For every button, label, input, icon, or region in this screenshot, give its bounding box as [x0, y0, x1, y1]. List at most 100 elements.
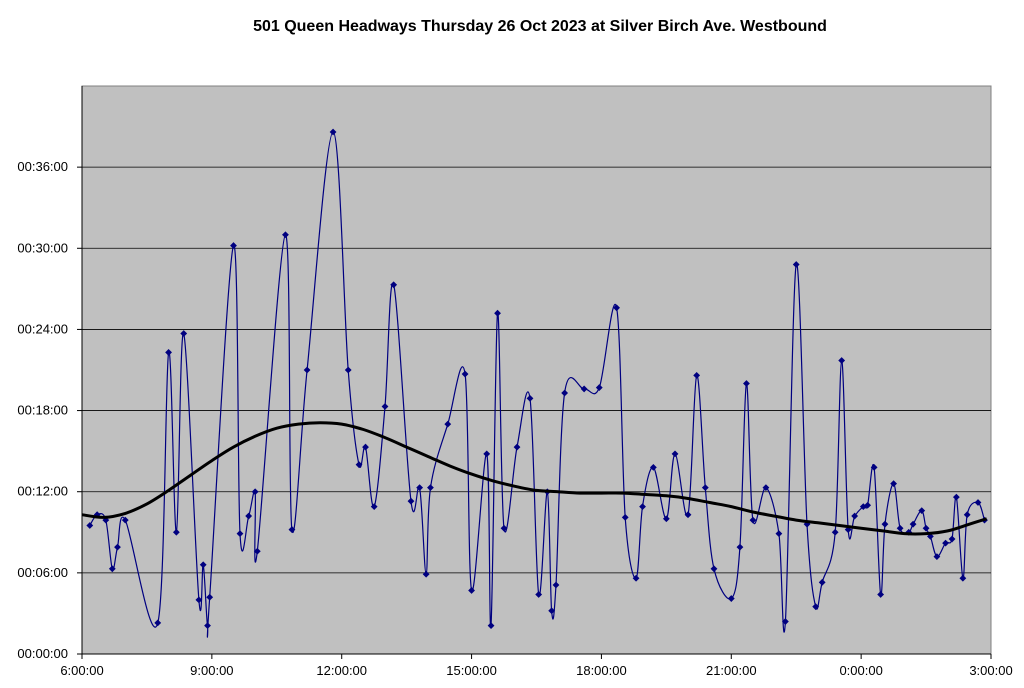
data-point	[812, 603, 820, 611]
data-point	[461, 370, 469, 378]
data-point	[329, 128, 337, 136]
data-point	[831, 528, 839, 536]
data-point	[580, 385, 588, 393]
chart-title: 501 Queen Headways Thursday 26 Oct 2023 …	[253, 18, 827, 35]
data-point	[881, 520, 889, 528]
data-point	[427, 484, 434, 492]
data-point	[684, 511, 692, 519]
data-point	[487, 622, 495, 629]
data-point	[561, 389, 569, 397]
data-point	[890, 480, 898, 487]
data-point	[362, 443, 369, 451]
data-point	[195, 596, 203, 604]
data-point	[870, 463, 878, 471]
data-point	[838, 357, 846, 364]
data-point	[621, 514, 629, 521]
trendline-path	[81, 421, 988, 536]
data-point	[922, 524, 930, 532]
data-point	[121, 516, 129, 524]
x-tick-label: 21:00:00	[706, 663, 757, 678]
data-point	[639, 503, 646, 510]
data-point	[303, 366, 311, 374]
data-point	[632, 574, 640, 582]
data-point	[370, 503, 378, 510]
y-tick-label: 00:00:00	[17, 646, 68, 661]
data-point	[206, 593, 214, 601]
data-point	[896, 524, 904, 532]
data-point	[422, 570, 430, 578]
data-point	[407, 497, 415, 505]
data-point	[595, 384, 603, 391]
data-point	[355, 461, 363, 469]
y-tick-label: 00:18:00	[17, 403, 68, 418]
data-point	[154, 619, 162, 627]
data-point	[942, 539, 949, 547]
x-tick-label: 12:00:00	[316, 663, 367, 678]
data-point	[548, 607, 556, 615]
trendline	[81, 421, 988, 536]
data-point	[180, 330, 188, 337]
data-point	[736, 543, 744, 551]
x-axis: 6:00:00 9:00:00 12:00:00 15:00:00 18:00:00 21…	[60, 653, 1013, 678]
data-point	[526, 395, 534, 402]
y-tick-label: 00:06:00	[17, 565, 68, 580]
data-point	[918, 507, 926, 515]
data-point	[251, 488, 259, 496]
data-point	[114, 543, 121, 551]
data-point	[792, 261, 800, 268]
data-point	[952, 493, 960, 501]
data-point	[818, 578, 826, 586]
data-point	[974, 499, 982, 506]
data-point	[513, 443, 521, 451]
data-point	[500, 524, 508, 532]
x-tick-label: 15:00:00	[446, 663, 497, 678]
data-point	[416, 484, 424, 492]
x-tick-label: 18:00:00	[576, 663, 627, 678]
data-point	[743, 380, 750, 387]
data-point	[948, 535, 956, 543]
data-point	[671, 450, 679, 458]
x-tick-label: 9:00:00	[190, 663, 233, 678]
data-point	[444, 420, 452, 428]
data-point	[535, 591, 543, 598]
data-point	[727, 595, 735, 602]
data-point	[494, 309, 501, 317]
data-point	[933, 553, 941, 561]
data-point	[552, 581, 560, 589]
y-tick-label: 00:24:00	[17, 321, 68, 336]
data-point	[877, 591, 885, 598]
data-point	[245, 512, 253, 520]
data-point	[172, 528, 180, 536]
data-point	[710, 565, 718, 573]
data-point	[199, 561, 207, 569]
data-point	[288, 526, 296, 533]
data-point	[236, 530, 244, 538]
x-tick-label: 0:00:00	[839, 663, 882, 678]
data-point	[390, 281, 398, 289]
data-point	[108, 565, 116, 573]
data-point	[649, 463, 657, 471]
data-point	[762, 484, 770, 492]
data-point	[781, 618, 789, 625]
data-point	[344, 366, 352, 374]
data-point	[851, 512, 859, 520]
data-point	[909, 520, 917, 528]
data-point	[864, 501, 872, 509]
x-tick-label: 3:00:00	[969, 663, 1012, 678]
data-point	[701, 484, 709, 492]
data-point	[253, 547, 261, 555]
y-axis: 00:00:00 00:06:00 00:12:00 00:18:00 00:24:00…	[17, 86, 83, 661]
data-point	[662, 515, 670, 523]
data-point	[468, 587, 475, 594]
data-point	[230, 242, 237, 249]
data-point	[282, 231, 289, 239]
data-point	[86, 522, 94, 529]
headway-series	[86, 128, 988, 638]
data-point	[204, 622, 211, 629]
data-point	[381, 403, 389, 410]
data-point	[959, 574, 967, 582]
y-tick-label: 00:36:00	[17, 159, 68, 174]
y-tick-label: 00:30:00	[17, 240, 68, 255]
data-point	[613, 304, 620, 312]
